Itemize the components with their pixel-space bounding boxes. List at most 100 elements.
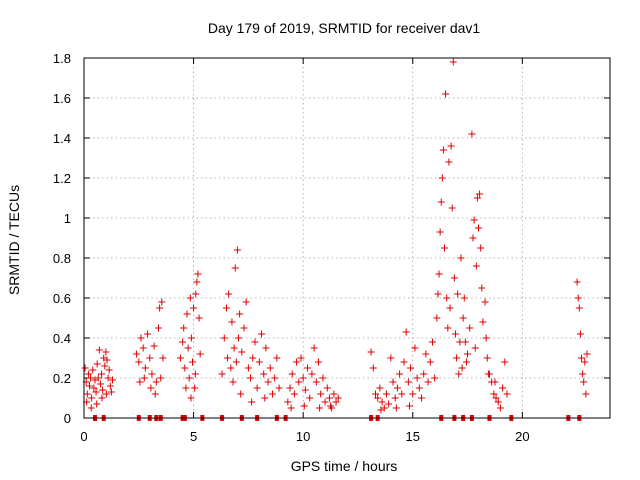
data-point (108, 376, 116, 384)
data-point (83, 390, 91, 398)
data-point (287, 404, 295, 412)
data-point (490, 390, 498, 398)
data-point (444, 324, 452, 332)
data-point (319, 374, 327, 382)
data-point (179, 338, 187, 346)
data-point (191, 370, 199, 378)
data-point (469, 234, 477, 242)
data-point (93, 400, 101, 408)
data-point (148, 370, 156, 378)
data-point (396, 370, 404, 378)
data-point (235, 334, 243, 342)
data-point (459, 314, 467, 322)
data-point (139, 344, 147, 352)
y-tick-label: 1 (64, 211, 71, 226)
data-point (182, 384, 190, 392)
data-point (102, 348, 110, 356)
y-tick-label: 0.6 (53, 291, 71, 306)
data-point (503, 390, 511, 398)
data-point (103, 356, 111, 364)
data-point (85, 382, 93, 390)
data-point (455, 370, 463, 378)
data-point (472, 262, 480, 270)
data-point (228, 318, 236, 326)
data-point (323, 384, 331, 392)
data-point (192, 290, 200, 298)
data-point (479, 318, 487, 326)
data-point (400, 358, 408, 366)
data-point (181, 364, 189, 372)
x-tick-label: 10 (296, 429, 310, 444)
data-point (152, 378, 160, 386)
y-tick-label: 0.8 (53, 251, 71, 266)
data-point (98, 394, 106, 402)
data-point (187, 394, 195, 402)
data-point (196, 350, 204, 358)
data-point (499, 384, 507, 392)
data-point (496, 404, 504, 412)
data-point (151, 390, 159, 398)
data-point (232, 358, 240, 366)
data-point (434, 290, 442, 298)
data-point (446, 304, 454, 312)
data-point (484, 370, 492, 378)
data-point (253, 384, 261, 392)
data-point (180, 324, 188, 332)
data-point (462, 358, 470, 366)
data-point (238, 348, 246, 356)
data-point (268, 390, 276, 398)
data-point (188, 358, 196, 366)
data-point (193, 278, 201, 286)
data-point (227, 364, 235, 372)
data-point (447, 142, 455, 150)
data-point (89, 366, 97, 374)
data-point (242, 298, 250, 306)
data-point (377, 406, 385, 414)
data-point (573, 278, 581, 286)
data-point (261, 394, 269, 402)
x-tick-label: 5 (190, 429, 197, 444)
data-point (389, 378, 397, 386)
data-point (185, 374, 193, 382)
data-point (304, 364, 312, 372)
data-point (393, 384, 401, 392)
data-point (183, 310, 191, 318)
data-point (435, 270, 443, 278)
chart-title: Day 179 of 2019, SRMTID for receiver dav… (208, 20, 481, 36)
data-point (458, 364, 466, 372)
data-point (468, 130, 476, 138)
data-point (133, 350, 141, 358)
data-point (262, 344, 270, 352)
data-point (575, 304, 583, 312)
data-point (92, 388, 100, 396)
data-point (247, 374, 255, 382)
y-tick-label: 1.4 (53, 131, 71, 146)
data-point (439, 146, 447, 154)
data-point (367, 348, 375, 356)
data-point (144, 330, 152, 338)
data-point (264, 378, 272, 386)
data-point (218, 370, 226, 378)
plot-frame (83, 57, 611, 419)
data-point (231, 264, 239, 272)
data-point (433, 314, 441, 322)
data-point (371, 390, 379, 398)
data-point (260, 370, 268, 378)
data-point (255, 358, 263, 366)
data-point (244, 364, 252, 372)
data-point (443, 294, 451, 302)
data-point (424, 378, 432, 386)
data-point (453, 354, 461, 362)
y-tick-label: 1.8 (53, 51, 71, 66)
data-point (476, 190, 484, 198)
data-point (415, 384, 423, 392)
data-point (413, 374, 421, 382)
data-point (376, 384, 384, 392)
data-point (491, 378, 499, 386)
x-axis-label: GPS time / hours (291, 458, 398, 474)
data-point (471, 344, 479, 352)
data-point (426, 358, 434, 366)
data-point (286, 384, 294, 392)
data-point (422, 350, 430, 358)
data-point (90, 384, 98, 392)
